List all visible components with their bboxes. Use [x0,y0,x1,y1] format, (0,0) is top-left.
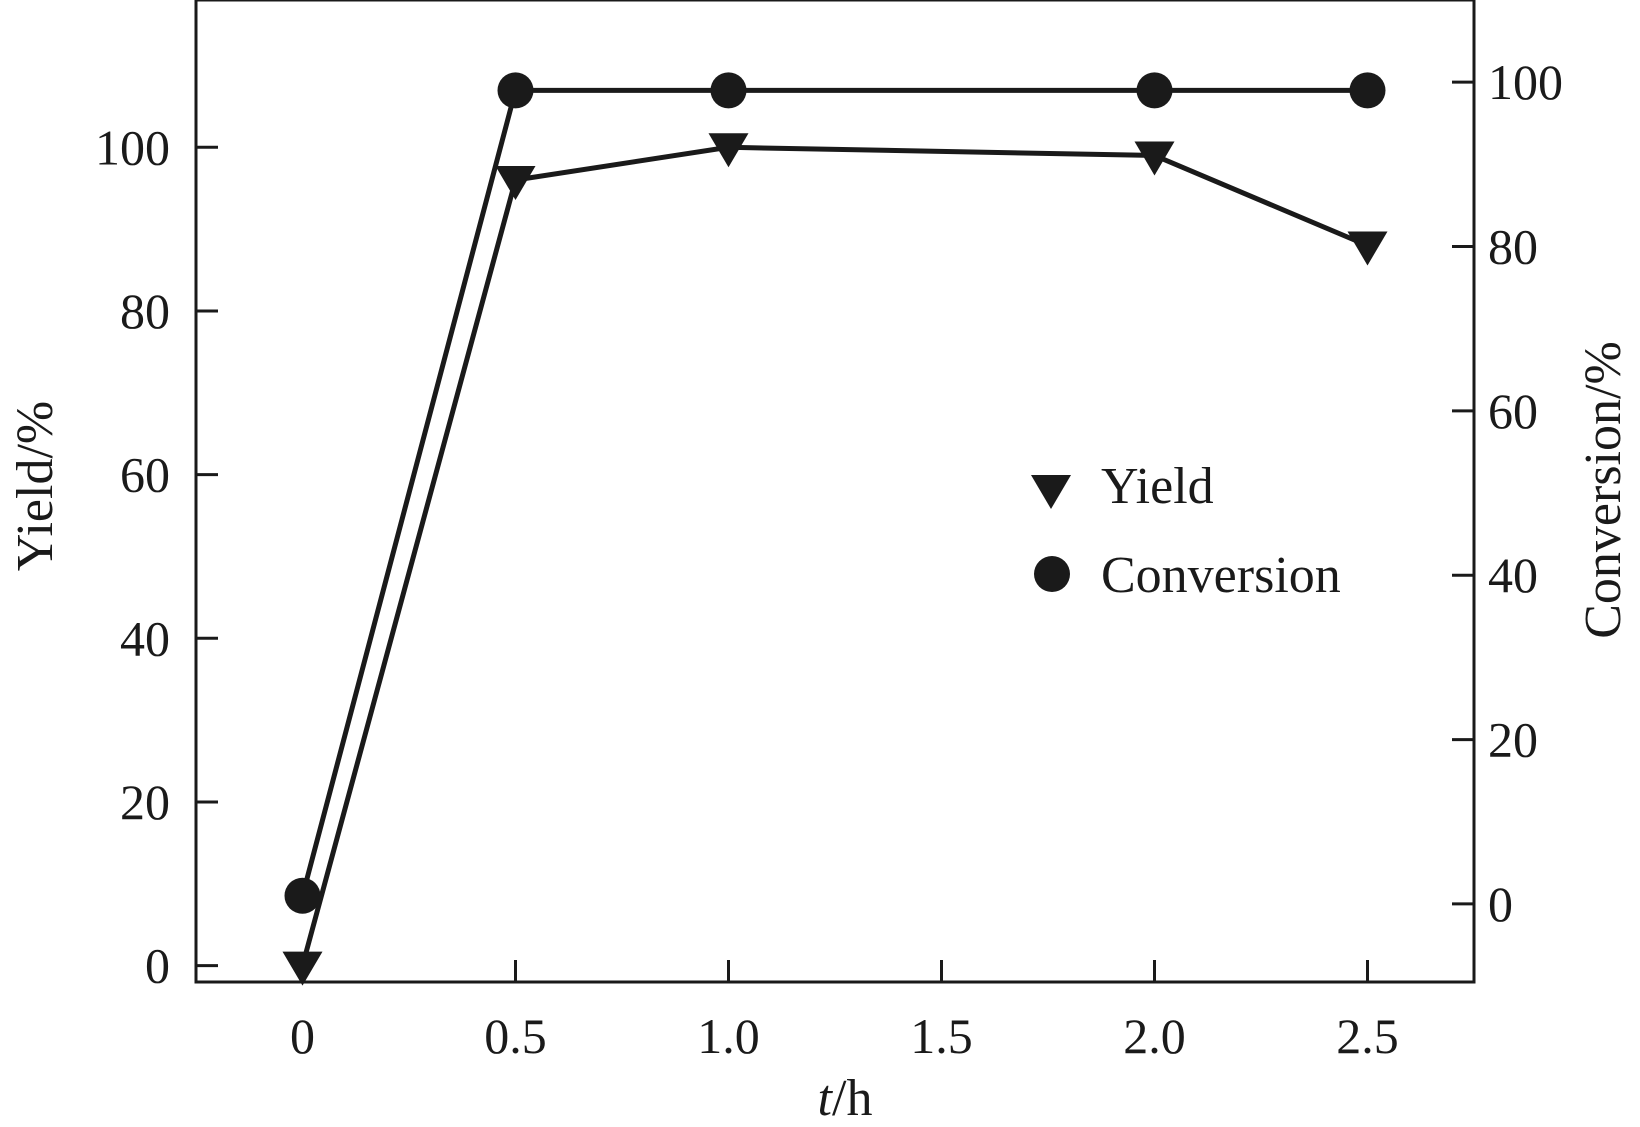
x-tick-label: 1.0 [697,1008,760,1064]
conversion-point [284,877,321,914]
x-axis-title: t/h [818,1070,873,1127]
y-axis-title: Yield/% [7,401,64,571]
yield-point [708,133,749,168]
y2-tick-label: 60 [1488,383,1538,439]
y-axis-ticks: 0 20 40 60 80 100 [95,119,218,994]
y-tick-label: 0 [145,938,170,994]
legend-yield-marker [1031,475,1071,509]
y2-axis-ticks: 0 20 40 60 80 100 [1452,54,1563,932]
y2-tick-label: 80 [1488,219,1538,275]
x-tick-label: 2.0 [1123,1008,1186,1064]
yield-point [282,951,323,986]
y2-axis-title: Conversion/% [1575,341,1632,639]
yield-point [1134,141,1175,176]
y2-tick-label: 40 [1488,547,1538,603]
x-tick-label: 0 [290,1008,315,1064]
series-markers [282,72,1388,986]
y2-tick-label: 0 [1488,876,1513,932]
plot-frame [194,0,1476,984]
x-tick-label: 1.5 [910,1008,973,1064]
legend-conversion-marker [1034,556,1070,592]
conversion-point [1349,72,1386,109]
conversion-point [497,72,534,109]
legend-yield-label: Yield [1101,458,1214,515]
x-axis-ticks: 0 0.5 1.0 1.5 2.0 2.5 [290,960,1399,1064]
conversion-point [710,72,747,109]
legend: Yield Conversion [1031,458,1341,604]
y2-tick-label: 100 [1488,54,1563,110]
y-tick-label: 80 [120,283,170,339]
y-tick-label: 20 [120,774,170,830]
x-tick-label: 0.5 [484,1008,547,1064]
y2-tick-label: 20 [1488,712,1538,768]
y-tick-label: 100 [95,119,170,175]
yield-point [495,166,536,201]
legend-conversion-label: Conversion [1101,547,1341,604]
series-lines [300,87,1369,967]
y-tick-label: 60 [120,447,170,503]
yield-point [1347,231,1388,266]
x-tick-label: 2.5 [1336,1008,1399,1064]
y-tick-label: 40 [120,610,170,666]
conversion-point [1136,72,1173,109]
